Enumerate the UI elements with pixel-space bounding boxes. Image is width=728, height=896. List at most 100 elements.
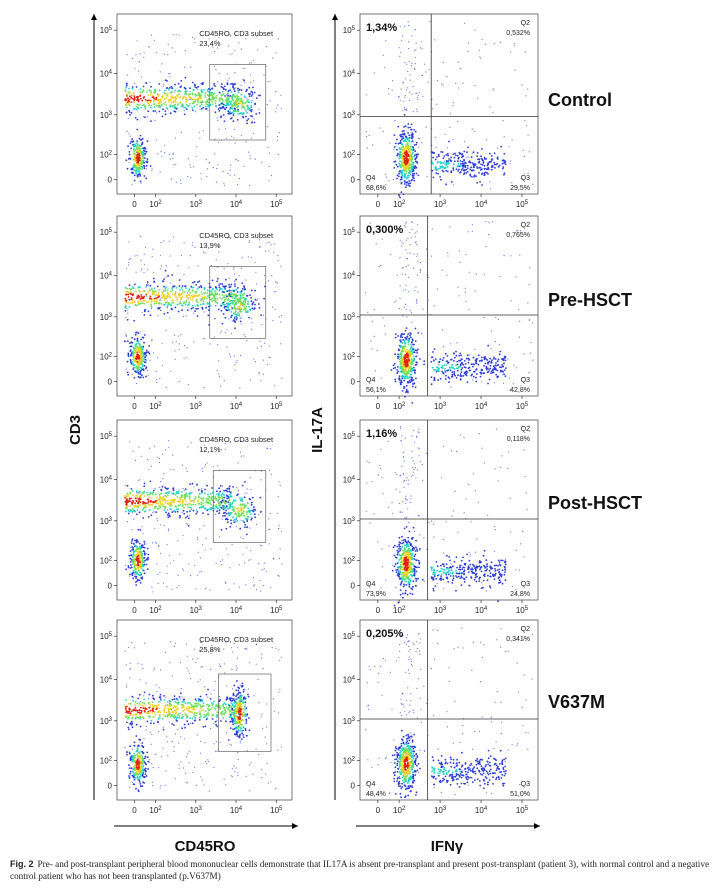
left-3-ytick-label-2: 103 bbox=[100, 717, 113, 726]
cd3-positive-event bbox=[125, 499, 128, 502]
cd3-negative-event bbox=[141, 785, 144, 788]
background-event bbox=[210, 548, 212, 550]
cd3-positive-event bbox=[149, 500, 152, 503]
background-event bbox=[236, 360, 238, 362]
background-event bbox=[387, 88, 390, 90]
cd45ro-positive-event bbox=[233, 109, 235, 112]
background-event bbox=[202, 470, 204, 472]
cd3-positive-event bbox=[220, 494, 223, 496]
cd3-negative-event bbox=[143, 543, 146, 545]
cd3-positive-event bbox=[223, 88, 225, 91]
background-event bbox=[143, 116, 145, 118]
cd3-positive-event bbox=[132, 501, 135, 503]
cd3-positive-event bbox=[192, 501, 195, 504]
cd3-negative-event bbox=[133, 757, 135, 760]
cd3-negative-event bbox=[128, 775, 130, 777]
cd3-negative-event bbox=[139, 582, 142, 584]
cd45ro-positive-event bbox=[250, 105, 253, 107]
cd3-negative-event bbox=[144, 152, 147, 155]
background-event bbox=[167, 528, 169, 530]
cd45ro-positive-event bbox=[228, 704, 231, 707]
background-event bbox=[168, 529, 170, 532]
cd3-positive-event bbox=[207, 493, 209, 496]
cd3-positive-event bbox=[176, 303, 179, 306]
background-event bbox=[152, 248, 154, 250]
background-event bbox=[278, 557, 281, 559]
cd3-positive-event bbox=[184, 702, 187, 705]
cd3-positive-event bbox=[137, 301, 140, 304]
cd45ro-positive-event bbox=[238, 699, 241, 702]
cd3-positive-event bbox=[227, 92, 229, 95]
cd3-positive-event bbox=[197, 281, 199, 283]
background-event bbox=[166, 573, 168, 575]
cd3-positive-event bbox=[192, 281, 194, 284]
cd45ro-positive-event bbox=[250, 110, 253, 113]
cd3-positive-event bbox=[156, 500, 159, 503]
cd45ro-positive-event bbox=[250, 296, 253, 299]
cd3-negative-event bbox=[132, 143, 134, 146]
cd3-positive-event bbox=[139, 88, 142, 90]
cd3-negative-event bbox=[141, 137, 144, 140]
background-event bbox=[238, 42, 240, 44]
cd45ro-positive-event bbox=[225, 308, 228, 311]
background-event bbox=[125, 686, 128, 688]
background-event bbox=[145, 553, 147, 555]
cd3-positive-event bbox=[137, 303, 140, 305]
background-event bbox=[220, 449, 222, 451]
cd3-positive-event bbox=[158, 298, 161, 301]
background-event bbox=[455, 82, 457, 84]
cd3-positive-event bbox=[225, 101, 228, 104]
cd3-positive-event bbox=[166, 502, 169, 505]
background-event bbox=[278, 691, 280, 693]
cd45ro-positive-event bbox=[235, 727, 238, 730]
cd3-positive-event bbox=[171, 714, 173, 716]
cd3-positive-event bbox=[196, 288, 199, 290]
cd3-positive-event bbox=[134, 304, 137, 307]
cd3-positive-event bbox=[140, 97, 142, 100]
background-event bbox=[255, 663, 257, 665]
cd3-positive-event bbox=[158, 505, 161, 508]
cd3-positive-event bbox=[202, 106, 205, 109]
cd3-positive-event bbox=[204, 94, 207, 96]
background-event bbox=[159, 669, 162, 671]
cd45ro-positive-event bbox=[239, 710, 242, 713]
cd45ro-positive-event bbox=[246, 105, 249, 108]
cd45ro-positive-event bbox=[245, 533, 248, 536]
background-event bbox=[145, 246, 147, 249]
cd3-positive-event bbox=[148, 702, 150, 704]
background-event bbox=[187, 158, 189, 160]
cd45ro-positive-event bbox=[246, 520, 249, 523]
cd3-positive-event bbox=[206, 89, 209, 91]
cd45ro-positive-event bbox=[243, 305, 246, 308]
background-event bbox=[196, 536, 199, 539]
cd45ro-positive-event bbox=[222, 512, 225, 514]
background-event bbox=[241, 257, 243, 259]
background-event bbox=[253, 118, 255, 120]
background-event bbox=[151, 542, 154, 544]
cd3-positive-event bbox=[191, 286, 194, 289]
cd3-negative-event bbox=[137, 356, 139, 359]
background-event bbox=[177, 574, 179, 576]
background-event bbox=[250, 157, 252, 159]
background-event bbox=[224, 332, 226, 334]
cd45ro-positive-event bbox=[232, 516, 234, 519]
cd3-positive-event bbox=[211, 293, 214, 296]
cd3-positive-event bbox=[195, 300, 198, 303]
cd3-positive-event bbox=[204, 488, 206, 491]
cd3-negative-event bbox=[136, 580, 139, 582]
cd3-positive-event bbox=[174, 493, 177, 496]
background-event bbox=[280, 321, 282, 323]
cd45ro-positive-event bbox=[236, 735, 239, 737]
cd3-positive-event bbox=[182, 509, 185, 512]
cd3-positive-event bbox=[171, 511, 174, 513]
cd3-positive-event bbox=[164, 502, 167, 504]
background-event bbox=[182, 767, 184, 769]
cd3-positive-event bbox=[229, 501, 232, 504]
cd3-positive-event bbox=[170, 85, 173, 88]
background-event bbox=[277, 104, 279, 106]
cd45ro-positive-event bbox=[230, 491, 232, 494]
cd3-positive-event bbox=[153, 280, 156, 283]
background-event bbox=[190, 678, 192, 680]
cd45ro-positive-event bbox=[236, 312, 239, 314]
cd3-negative-event bbox=[137, 751, 140, 754]
